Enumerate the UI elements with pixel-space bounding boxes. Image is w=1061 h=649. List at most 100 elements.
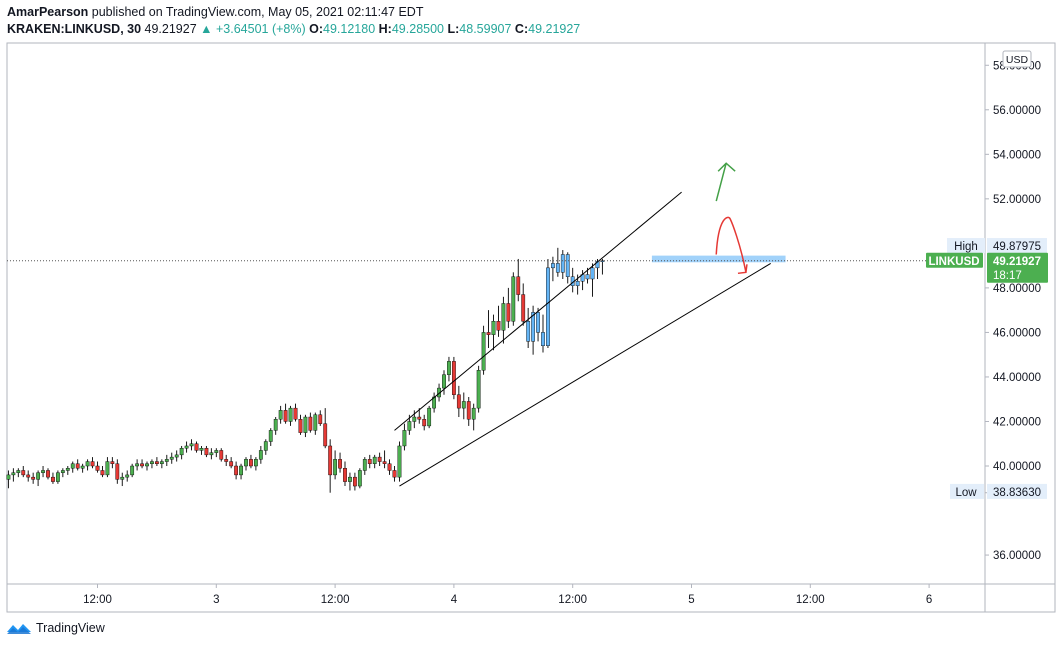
time-tick-label: 3: [213, 594, 219, 606]
price-axis: 58.0000056.0000054.0000052.0000048.00000…: [985, 60, 1041, 562]
candle: [461, 392, 466, 420]
candle-body: [224, 459, 229, 462]
candle-body: [521, 294, 526, 322]
candle-body: [150, 461, 154, 464]
candle-body: [575, 281, 580, 286]
candle-body: [115, 463, 120, 480]
candle: [283, 403, 288, 424]
candle-body: [590, 267, 595, 280]
candle-body: [65, 468, 70, 471]
candle: [51, 472, 55, 484]
candle-body: [407, 421, 412, 431]
low-value: 38.83630: [993, 487, 1041, 499]
candle-body: [80, 465, 85, 469]
candle: [36, 470, 41, 487]
red-arrow: [715, 216, 748, 275]
candle: [258, 445, 263, 464]
candle-body: [447, 361, 451, 375]
candle: [95, 461, 100, 473]
candle: [551, 256, 555, 282]
candle-body: [536, 312, 540, 333]
low-key: L:: [447, 22, 460, 36]
last-price-tag: [987, 252, 1048, 283]
candle-body: [189, 443, 194, 447]
candle: [249, 454, 253, 469]
footer-brand[interactable]: TradingView: [6, 620, 105, 636]
candle-body: [26, 474, 31, 478]
candle-body: [417, 416, 422, 420]
candle: [427, 405, 432, 429]
low-value: 48.59907: [459, 22, 512, 36]
symbol-label[interactable]: KRAKEN:LINKUSD, 30: [7, 22, 142, 36]
candle: [570, 267, 575, 293]
time-axis: 12:00 3 12:00 4 12:00 5 12:00 6: [83, 584, 932, 606]
candle: [422, 414, 427, 431]
candle-body: [318, 414, 323, 424]
candle-body: [70, 463, 75, 469]
candle: [150, 459, 154, 469]
candle: [343, 461, 347, 487]
low-value-box: [987, 483, 1047, 499]
candle-body: [51, 476, 55, 482]
candle: [253, 457, 258, 471]
candle-body: [85, 461, 90, 467]
candle-body: [357, 470, 362, 487]
candle-body: [343, 468, 347, 482]
candle-body: [456, 394, 461, 409]
candle-body: [565, 254, 570, 277]
candle-body: [551, 263, 555, 269]
candle: [452, 356, 456, 400]
price-tick-label: 54.00000: [993, 149, 1041, 161]
time-tick-label: 5: [688, 594, 694, 606]
candle-body: [75, 463, 80, 469]
candle-body: [442, 374, 446, 389]
candle: [476, 365, 481, 413]
author-name[interactable]: AmarPearson: [7, 5, 89, 19]
candle-body: [338, 459, 342, 469]
candle: [189, 439, 194, 451]
candle: [555, 247, 560, 277]
candle-body: [392, 470, 397, 478]
currency-label: USD: [1006, 54, 1029, 66]
candle-body: [244, 459, 248, 467]
candle-body: [60, 470, 65, 473]
candle-body: [585, 274, 590, 280]
candle-body: [362, 459, 367, 471]
price-tick-label: 36.00000: [993, 550, 1041, 562]
time-tick-label: 12:00: [321, 594, 350, 606]
candle: [219, 448, 224, 462]
candle-body: [278, 410, 283, 420]
candle-body: [95, 465, 100, 471]
candle-body: [140, 463, 144, 467]
time-tick-label: 6: [926, 594, 932, 606]
candle-body: [348, 476, 352, 482]
published-text: published on TradingView.com, May 05, 20…: [91, 5, 424, 19]
candle-body: [16, 470, 21, 473]
symbol-tag-label: LINKUSD: [928, 256, 979, 268]
candle: [501, 296, 506, 344]
candle-body: [308, 416, 313, 431]
candle: [531, 305, 536, 355]
candle-body: [46, 470, 50, 478]
chart-frame: [6, 42, 1056, 613]
low-label-box: [950, 483, 984, 499]
candle: [85, 459, 90, 471]
symbol-tag: [926, 252, 983, 268]
price-tick-label: 40.00000: [993, 461, 1041, 473]
candle: [159, 459, 164, 469]
price-tick-label: 48.00000: [993, 283, 1041, 295]
candle: [536, 307, 540, 342]
candle: [338, 452, 342, 473]
candle: [80, 463, 85, 473]
candle: [184, 441, 189, 453]
candle-body: [541, 332, 545, 346]
time-tick-label: 12:00: [83, 594, 112, 606]
candle-body: [120, 476, 125, 480]
candle-body: [249, 459, 253, 467]
high-label-box: [947, 238, 985, 254]
candle: [110, 457, 115, 469]
candle-body: [555, 263, 560, 273]
candle: [273, 417, 278, 435]
high-value: 49.87975: [993, 241, 1041, 253]
